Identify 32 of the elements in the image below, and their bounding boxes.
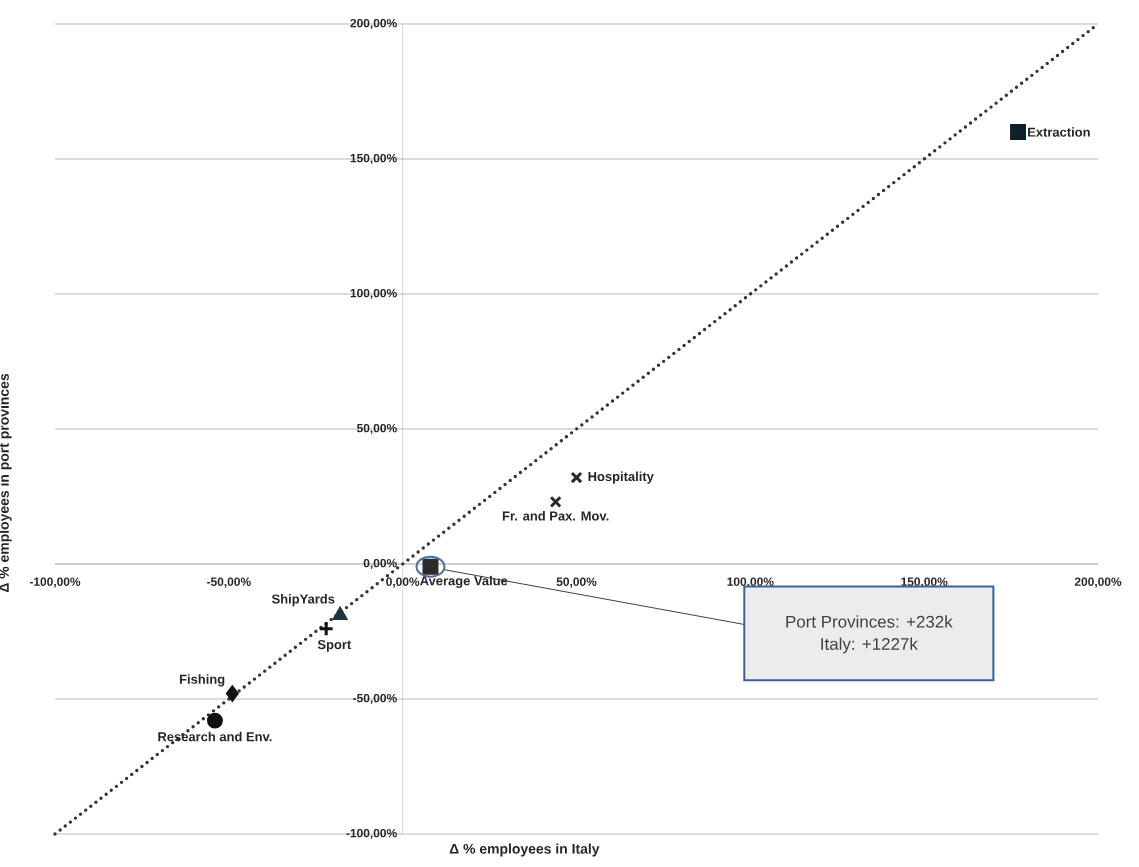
x-tick-label: 50,00% (556, 577, 597, 588)
x-tick-label: 0,00% (386, 577, 420, 588)
series-label: Fishing (179, 674, 225, 687)
point (570, 471, 583, 484)
series-label: ShipYards (271, 594, 335, 607)
series-label: Sport (317, 639, 352, 652)
x-tick-label: 150,00% (901, 577, 948, 588)
x-tick-label: -50,00% (207, 577, 251, 588)
point (549, 495, 562, 508)
point (206, 712, 223, 729)
x-axis-title: Δ % employees in Italy (449, 843, 600, 857)
y-tick-label: 200,00% (350, 18, 397, 30)
annotation: Port Provinces: +232k (786, 615, 953, 628)
x-tick-label: 200,00% (1074, 577, 1122, 588)
series-label: Fr. and Pax. Mov. (502, 511, 609, 521)
y-tick-label: 100,00% (350, 288, 397, 300)
series-label: Research and Env. (158, 731, 272, 742)
x-tick-label: 100,00% (727, 577, 774, 588)
point (1010, 124, 1027, 140)
point (332, 607, 348, 621)
point (318, 620, 335, 637)
y-tick-label: -50,00% (353, 693, 397, 705)
series-label: Hospitality (588, 471, 654, 484)
point (225, 685, 239, 702)
y-tick-label: 0,00% (363, 558, 397, 570)
y-tick-label: 50,00% (356, 423, 397, 435)
y-tick-label: 150,00% (350, 153, 397, 165)
x-tick-label: -100,00% (29, 577, 81, 588)
series-label: Average Value (420, 575, 508, 588)
annotation: Italy: +1227k (821, 637, 918, 654)
y-tick-label: -100,00% (346, 828, 397, 840)
series-label: Extraction (1028, 127, 1090, 137)
